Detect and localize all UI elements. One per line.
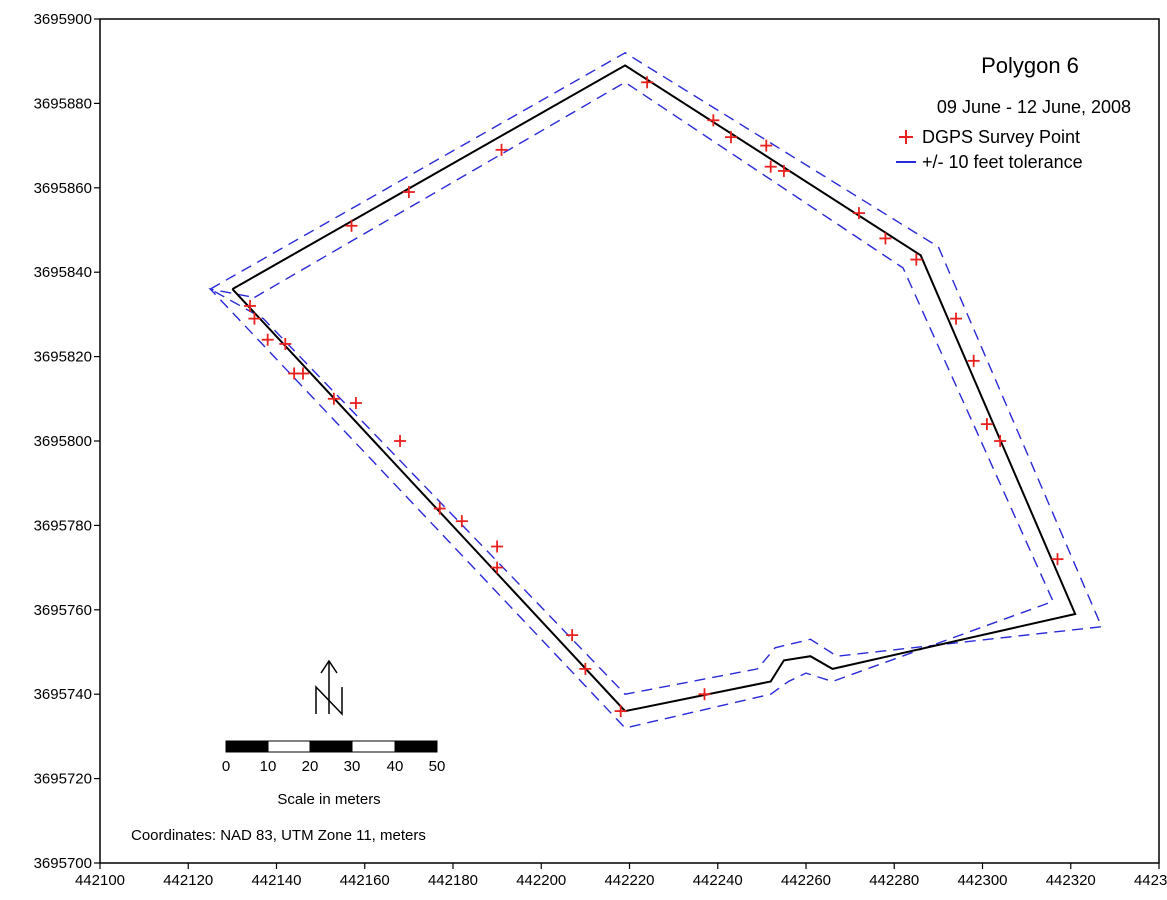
- survey-point: [879, 232, 892, 245]
- date-range: 09 June - 12 June, 2008: [937, 97, 1131, 117]
- y-tick-label: 3695800: [34, 433, 92, 450]
- survey-point-legend-label: DGPS Survey Point: [922, 127, 1080, 147]
- scale-tick-label: 40: [387, 758, 404, 775]
- scale-bar: [225, 740, 438, 753]
- x-tick-label: 442200: [516, 872, 566, 889]
- x-tick-label: 442300: [957, 872, 1007, 889]
- survey-point: [402, 186, 415, 199]
- survey-point: [910, 253, 923, 266]
- survey-point: [579, 662, 592, 675]
- tolerance-outer-line: [208, 51, 1103, 695]
- legend: DGPS Survey Point +/- 10 feet tolerance: [896, 127, 1083, 172]
- y-tick-label: 3695900: [34, 11, 92, 28]
- x-tick-label: 442100: [75, 872, 125, 889]
- survey-point: [641, 76, 654, 89]
- y-tick-label: 3695820: [34, 349, 92, 366]
- x-tick-label: 442220: [604, 872, 654, 889]
- y-tick-label: 3695720: [34, 771, 92, 788]
- x-tick-label: 442240: [693, 872, 743, 889]
- y-tick-label: 3695840: [34, 264, 92, 281]
- scale-tick-label: 50: [429, 758, 446, 775]
- survey-point: [1051, 553, 1064, 566]
- y-tick-label: 3695860: [34, 180, 92, 197]
- survey-point: [980, 418, 993, 431]
- scale-caption: Scale in meters: [277, 791, 380, 808]
- y-tick-label: 3695880: [34, 95, 92, 112]
- y-tick-label: 3695700: [34, 855, 92, 872]
- x-tick-label: 442160: [340, 872, 390, 889]
- boundary-line: [231, 64, 1077, 713]
- coordinates-note: Coordinates: NAD 83, UTM Zone 11, meters: [131, 827, 426, 844]
- survey-point: [261, 333, 274, 346]
- survey-point: [349, 397, 362, 410]
- survey-point: [327, 392, 340, 405]
- survey-point: [248, 312, 261, 325]
- x-tick-label: 442340: [1134, 872, 1167, 889]
- survey-point: [433, 502, 446, 515]
- polygon-boundary: [231, 64, 1077, 713]
- map-title: Polygon 6: [981, 53, 1079, 78]
- y-axis-labels: 3695700 3695720 3695740 3695760 3695780 36958…: [34, 11, 92, 872]
- survey-point: [244, 299, 257, 312]
- axis-ticks: [94, 18, 1160, 869]
- y-tick-label: 3695780: [34, 517, 92, 534]
- survey-point: [760, 139, 773, 152]
- x-axis-labels: 442100 442120 442140 442160 442180 442200 4422…: [75, 872, 1167, 889]
- scale-tick-label: 0: [222, 758, 230, 775]
- x-tick-label: 442320: [1046, 872, 1096, 889]
- survey-point: [614, 705, 627, 718]
- scale-tick-label: 20: [302, 758, 319, 775]
- scale-tick-label: 30: [344, 758, 361, 775]
- survey-point: [707, 114, 720, 127]
- x-tick-label: 442180: [428, 872, 478, 889]
- north-arrow-icon: [315, 659, 343, 716]
- survey-points: [244, 76, 1064, 718]
- tolerance-legend-label: +/- 10 feet tolerance: [922, 152, 1083, 172]
- survey-point: [566, 629, 579, 642]
- y-tick-label: 3695740: [34, 686, 92, 703]
- survey-point: [394, 435, 407, 447]
- x-tick-label: 442260: [781, 872, 831, 889]
- tolerance-lines: [208, 51, 1103, 729]
- survey-point: [950, 312, 963, 325]
- x-tick-label: 442280: [869, 872, 919, 889]
- survey-point: [764, 160, 777, 173]
- x-tick-label: 442140: [251, 872, 301, 889]
- y-tick-label: 3695760: [34, 602, 92, 619]
- survey-point: [279, 337, 292, 350]
- survey-point: [296, 367, 309, 380]
- survey-point: [724, 131, 737, 144]
- survey-point: [491, 540, 504, 553]
- scale-tick-label: 10: [260, 758, 277, 775]
- survey-point: [994, 435, 1007, 447]
- survey-point: [491, 561, 504, 574]
- survey-point: [345, 219, 358, 232]
- survey-point: [698, 688, 711, 701]
- survey-point: [967, 354, 980, 367]
- survey-point: [495, 143, 508, 156]
- tolerance-inner-line: [208, 81, 1055, 729]
- survey-point: [455, 515, 468, 528]
- survey-point: [777, 164, 790, 177]
- scale-bar-labels: 0 10 20 30 40 50: [222, 758, 446, 775]
- survey-point-legend-icon: [899, 130, 913, 144]
- survey-point: [852, 207, 865, 220]
- x-tick-label: 442120: [163, 872, 213, 889]
